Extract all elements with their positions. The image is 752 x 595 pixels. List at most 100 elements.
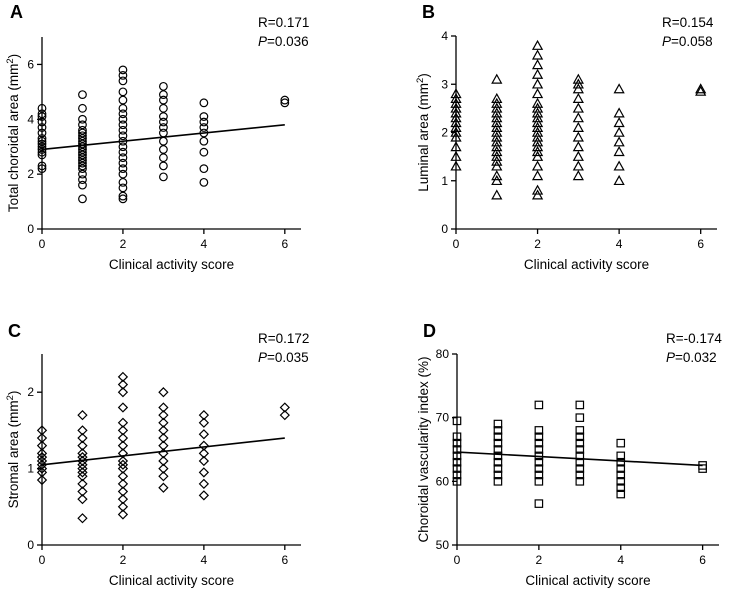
data-point	[117, 432, 129, 444]
data-point	[534, 499, 544, 508]
data-point	[158, 387, 169, 398]
y-tick-label: 6	[27, 57, 34, 71]
data-point	[36, 455, 48, 467]
data-point	[491, 73, 503, 84]
data-point	[158, 440, 169, 451]
data-point	[613, 117, 625, 128]
stat-p-number: =0.035	[267, 350, 309, 365]
data-points	[36, 371, 290, 524]
y-axis-label: Stromal area (mm2)	[5, 391, 21, 509]
y-tick-label: 50	[436, 538, 450, 552]
data-point	[575, 426, 585, 435]
data-point	[78, 150, 87, 160]
data-point	[198, 429, 210, 440]
data-point	[199, 147, 209, 157]
y-tick-label: 70	[436, 411, 450, 425]
data-point	[531, 39, 544, 50]
data-point	[531, 170, 544, 181]
data-point	[158, 455, 169, 467]
data-point	[158, 417, 169, 428]
x-tick-label: 4	[201, 553, 208, 567]
data-point	[159, 172, 168, 182]
data-point	[531, 150, 544, 161]
data-point	[77, 478, 88, 490]
data-point	[452, 416, 462, 426]
data-point	[158, 409, 169, 421]
data-point	[493, 457, 503, 467]
y-axis-label: Luminal area (mm2)	[415, 73, 431, 192]
data-point	[117, 471, 129, 482]
x-tick-label: 4	[616, 237, 623, 251]
data-point	[531, 184, 544, 195]
data-point	[531, 160, 544, 171]
data-point	[159, 123, 168, 132]
data-point	[493, 470, 503, 480]
data-point	[198, 440, 210, 451]
data-point	[616, 464, 626, 473]
data-point	[78, 180, 87, 190]
panel-d: D 50 60 70 80 0 2 4 6 Clinical activity score Chor…	[416, 321, 722, 588]
data-point	[117, 379, 129, 390]
data-point	[78, 161, 87, 171]
data-point	[531, 78, 544, 89]
data-point	[78, 175, 87, 185]
data-point	[199, 117, 209, 127]
stat-p-letter: P	[258, 34, 267, 49]
y-axis-label: Total choroidal area (mm2)	[5, 54, 21, 212]
data-point	[613, 83, 625, 94]
data-point	[531, 136, 544, 147]
data-point	[575, 432, 585, 442]
data-point	[198, 467, 210, 478]
data-point	[117, 425, 129, 436]
data-point	[450, 150, 462, 161]
data-point	[118, 87, 128, 97]
x-tick-label: 0	[39, 553, 46, 567]
data-point	[77, 463, 88, 474]
data-point	[491, 126, 503, 137]
data-point	[575, 400, 585, 410]
data-point	[450, 121, 462, 132]
data-point	[572, 78, 584, 89]
stat-r-value: R=0.172	[258, 331, 309, 346]
x-axis-label: Clinical activity score	[109, 257, 234, 272]
data-point	[118, 164, 128, 174]
data-point	[118, 147, 128, 157]
data-point	[491, 145, 503, 157]
y-tick-label: 3	[441, 77, 448, 91]
y-tick-label: 1	[27, 462, 34, 476]
y-tick-label: 2	[441, 126, 448, 140]
data-point	[199, 177, 209, 187]
data-point	[575, 451, 585, 461]
data-point	[575, 438, 585, 448]
data-point	[158, 471, 169, 482]
data-point	[450, 126, 462, 137]
data-point	[695, 85, 707, 96]
data-point	[37, 147, 47, 157]
data-point	[118, 183, 128, 193]
stat-p-letter: P	[666, 350, 675, 365]
data-point	[616, 483, 626, 493]
data-point	[616, 489, 626, 499]
stat-p-number: =0.032	[675, 350, 717, 365]
data-point	[491, 155, 503, 166]
data-points	[450, 39, 707, 200]
data-point	[531, 68, 544, 79]
y-axis-label-main: Total choroidal area (mm	[6, 64, 21, 213]
data-point	[198, 478, 210, 490]
data-point	[118, 114, 128, 124]
x-tick-label: 2	[534, 237, 541, 251]
stat-p-letter: P	[258, 350, 267, 365]
data-point	[118, 65, 128, 75]
data-point	[613, 160, 625, 171]
data-point	[37, 161, 47, 171]
data-point	[117, 478, 129, 490]
data-point	[198, 455, 210, 467]
panel-a: A 0 2 4 6 0 2 4 6 Clinical activity score Total ch…	[5, 2, 309, 272]
stat-p-letter: P	[662, 34, 671, 49]
y-axis-label-main: Luminal area (mm	[416, 83, 431, 192]
data-point	[613, 145, 625, 157]
data-point	[78, 128, 87, 138]
data-point	[575, 464, 585, 473]
stat-r-value: R=-0.174	[666, 331, 722, 346]
data-point	[493, 477, 503, 486]
